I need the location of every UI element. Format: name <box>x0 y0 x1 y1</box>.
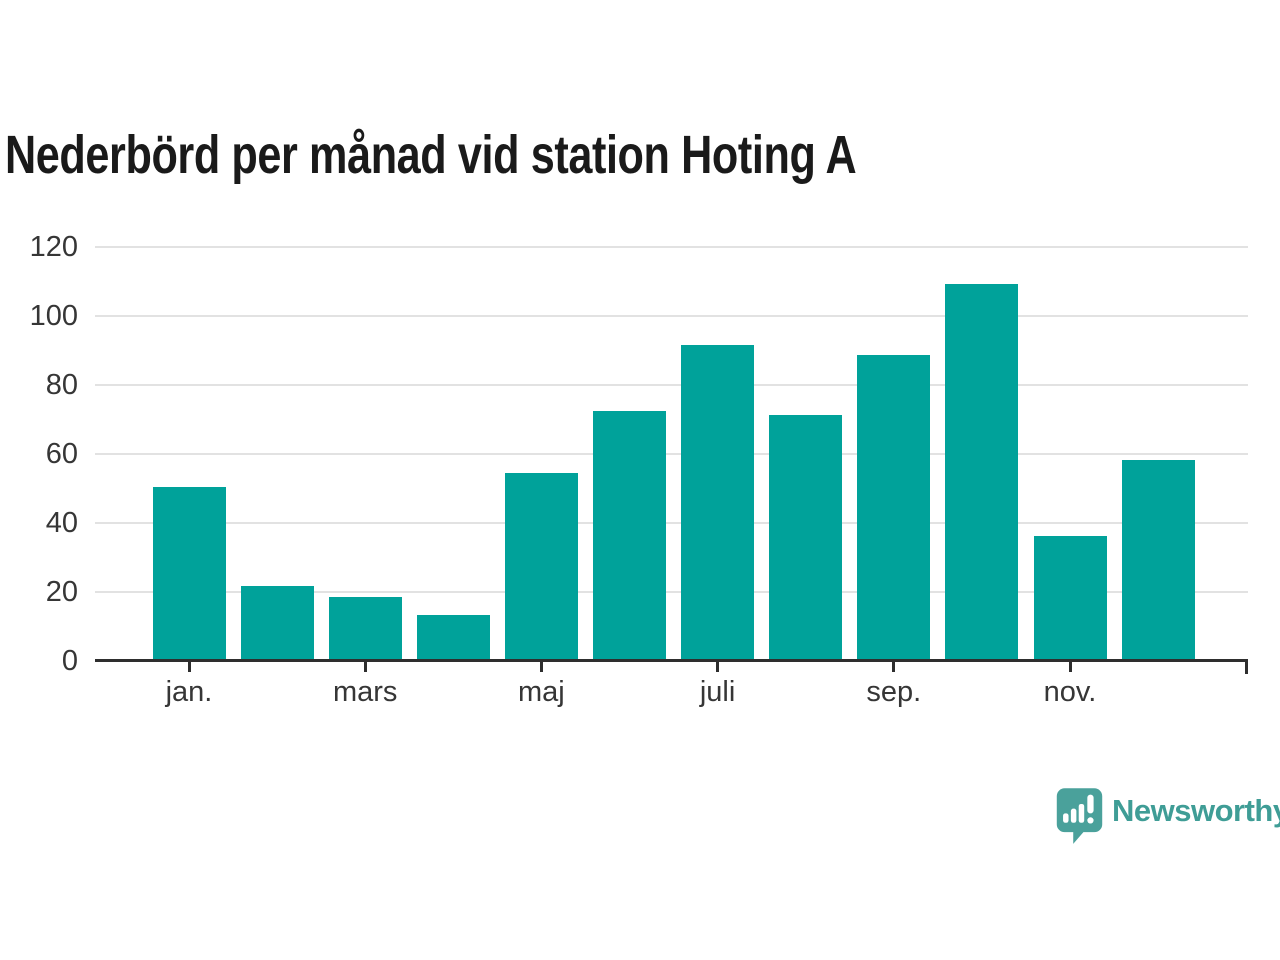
bar-maj <box>504 472 578 661</box>
x-tick-label-nov: nov. <box>1043 676 1097 708</box>
x-axis-line <box>95 659 1248 662</box>
bar-nov <box>1033 536 1107 661</box>
x-tick-label-mars: mars <box>332 676 398 708</box>
chart-title: Nederbörd per månad vid station Hoting A <box>5 125 857 185</box>
x-tick-sep <box>892 661 896 672</box>
x-tick-label-juli: juli <box>699 676 736 708</box>
y-tick-label-120: 120 <box>29 231 78 263</box>
x-tick-label-maj: maj <box>518 676 565 708</box>
x-tick-maj <box>539 661 543 672</box>
y-tick-label-0: 0 <box>61 645 78 677</box>
newsworthy-logo-text: Newsworthy <box>1112 793 1280 828</box>
x-tick-label-jan: jan. <box>165 676 213 708</box>
x-tick-juli <box>716 661 720 672</box>
x-axis-end-tick <box>1245 661 1248 674</box>
gridline-y60 <box>95 453 1248 455</box>
y-tick-label-40: 40 <box>45 507 78 539</box>
gridline-y100 <box>95 315 1248 317</box>
bar-juli <box>681 344 755 661</box>
bar-aug <box>769 414 843 661</box>
y-tick-label-80: 80 <box>45 369 78 401</box>
x-tick-label-sep: sep. <box>866 676 922 708</box>
bar-okt <box>945 283 1019 661</box>
bar-jan <box>152 487 226 661</box>
gridline-y120 <box>95 246 1248 248</box>
bar-apr <box>416 614 490 661</box>
gridline-y80 <box>95 384 1248 386</box>
bar-feb <box>240 585 314 661</box>
x-tick-nov <box>1068 661 1072 672</box>
plot-area <box>95 246 1248 674</box>
bar-dec <box>1121 459 1195 661</box>
gridline-y40 <box>95 522 1248 524</box>
bar-juni <box>593 410 666 661</box>
bar-mars <box>328 596 402 661</box>
gridline-y20 <box>95 591 1248 593</box>
bar-chart-speech-bubble-icon <box>1056 788 1103 844</box>
y-tick-label-20: 20 <box>45 576 78 608</box>
y-tick-label-100: 100 <box>29 300 78 332</box>
newsworthy-logo: Newsworthy <box>1056 787 1280 846</box>
bar-sep <box>857 355 931 661</box>
x-tick-jan <box>187 661 191 672</box>
x-tick-mars <box>363 661 367 672</box>
y-tick-label-60: 60 <box>45 438 78 470</box>
